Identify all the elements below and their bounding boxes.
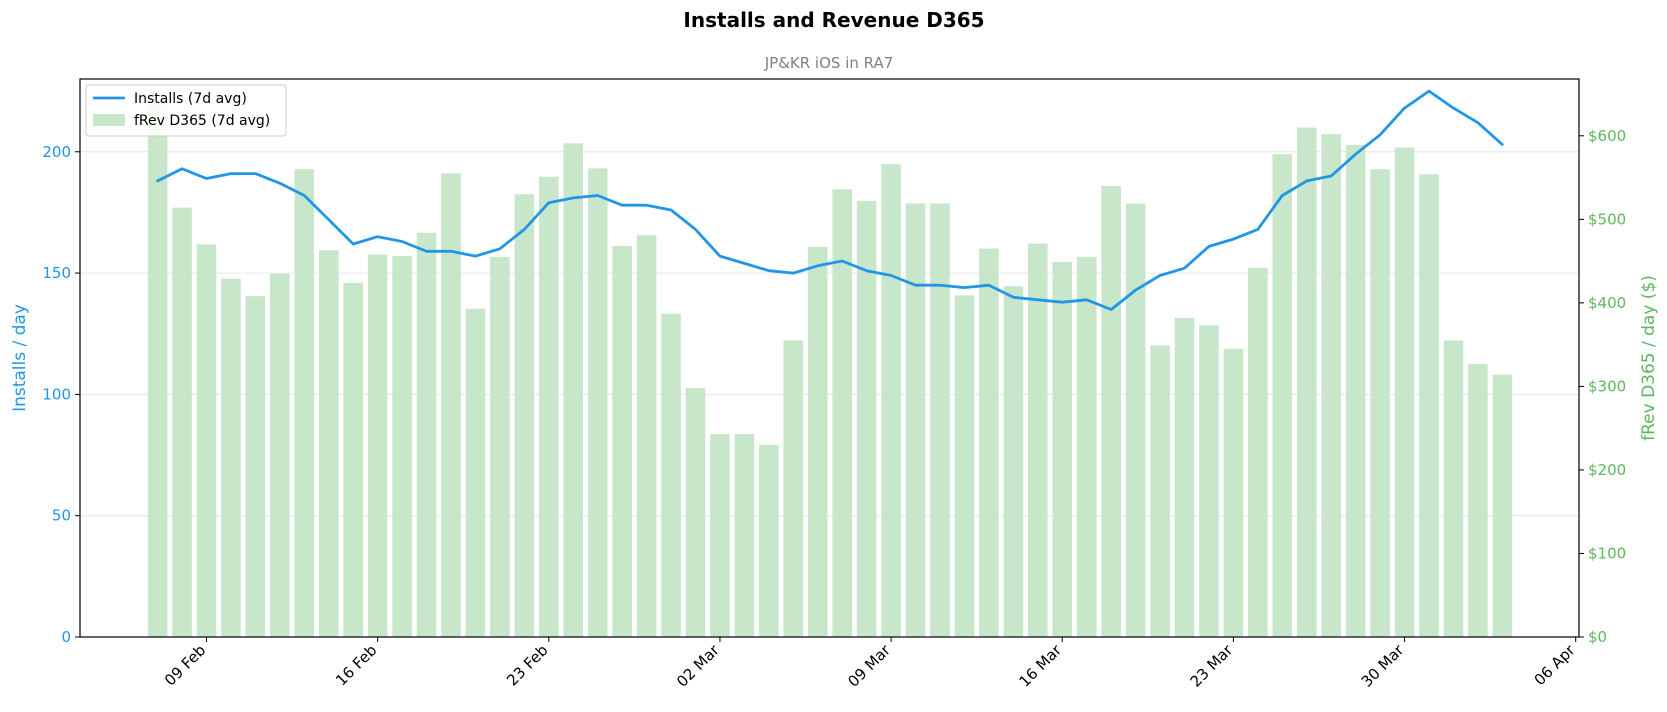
revenue-bar <box>1321 134 1341 638</box>
x-tick-label: 09 Mar <box>844 641 894 691</box>
revenue-bar <box>441 173 461 637</box>
revenue-bar <box>1443 340 1464 637</box>
revenue-bar <box>1468 363 1488 637</box>
x-axis: 09 Feb 16 Feb 23 Feb 02 Mar 09 Mar 16 Mar 23 M… <box>161 637 1579 691</box>
revenue-bar <box>1223 348 1244 637</box>
legend-box <box>85 84 287 137</box>
legend: Installs (7d avg) fRev D365 (7d avg) <box>85 84 287 137</box>
revenue-bar <box>392 256 412 637</box>
x-tick-label: 16 Feb <box>332 641 380 689</box>
revenue-bar <box>294 169 315 637</box>
right-tick-label: $500 <box>1588 210 1626 228</box>
revenue-bar <box>1370 169 1390 637</box>
x-tick-label: 09 Feb <box>161 641 209 689</box>
left-y-axis: 0 50 100 150 200 <box>42 143 80 646</box>
x-tick-label: 06 Apr <box>1531 641 1580 690</box>
x-tick-label: 23 Mar <box>1187 641 1237 691</box>
revenue-bar <box>270 273 290 637</box>
right-axis-label: fRev D365 / day ($) <box>1639 275 1659 441</box>
revenue-bar <box>563 143 584 637</box>
revenue-bar <box>1272 154 1293 638</box>
right-tick-label: $0 <box>1588 628 1607 646</box>
revenue-bar <box>1150 345 1170 637</box>
revenue-bar <box>1052 261 1073 637</box>
left-tick-label: 100 <box>42 385 71 403</box>
revenue-bar <box>539 176 559 638</box>
revenue-bar <box>612 246 632 638</box>
x-tick-label: 16 Mar <box>1015 641 1065 691</box>
installs-line <box>156 89 1504 311</box>
revenue-bar <box>172 207 192 637</box>
x-tick-label: 02 Mar <box>673 641 723 691</box>
revenue-bar <box>147 102 168 637</box>
x-tick-label: 23 Feb <box>503 641 551 689</box>
revenue-bar <box>514 194 535 637</box>
revenue-bar <box>1345 144 1366 637</box>
revenue-bar <box>490 256 510 637</box>
left-tick-label: 0 <box>61 628 71 646</box>
right-tick-label: $100 <box>1588 544 1626 562</box>
revenue-bar <box>416 232 437 637</box>
legend-label-revenue: fRev D365 (7d avg) <box>134 113 270 129</box>
revenue-bar <box>685 388 706 637</box>
right-tick-label: $300 <box>1588 377 1626 395</box>
revenue-bar <box>1125 203 1146 638</box>
right-tick-label: $400 <box>1588 294 1626 312</box>
revenue-bar <box>979 248 999 638</box>
right-tick-label: $200 <box>1588 461 1626 479</box>
revenue-bar <box>465 308 486 637</box>
revenue-bar <box>318 250 339 638</box>
revenue-bar <box>343 282 363 637</box>
revenue-bar <box>1419 174 1439 637</box>
right-y-axis: $0 $100 $200 $300 $400 $500 $600 <box>1579 127 1626 646</box>
revenue-bar <box>783 340 804 637</box>
plot-frame <box>79 78 1580 638</box>
revenue-bar <box>1199 325 1219 637</box>
left-axis-label: Installs / day <box>10 304 30 412</box>
legend-label-installs: Installs (7d avg) <box>134 91 247 107</box>
revenue-bar <box>856 200 877 638</box>
revenue-bar <box>661 313 681 637</box>
installs-line-series <box>156 89 1504 311</box>
revenue-bars <box>147 102 1513 638</box>
revenue-bar <box>1028 243 1048 637</box>
revenue-bar <box>587 168 608 637</box>
revenue-bar <box>930 203 950 638</box>
left-tick-label: 200 <box>42 143 71 161</box>
left-tick-label: 50 <box>52 507 71 525</box>
revenue-bar <box>807 246 828 638</box>
revenue-bar <box>759 444 779 637</box>
chart-title: Installs and Revenue D365 <box>683 8 984 32</box>
revenue-bar <box>636 235 657 637</box>
revenue-bar <box>1394 147 1415 637</box>
revenue-bar <box>881 164 901 637</box>
revenue-bar <box>734 434 755 637</box>
revenue-bar <box>1174 317 1195 637</box>
revenue-bar <box>367 254 388 637</box>
revenue-bar <box>245 296 266 637</box>
right-tick-label: $600 <box>1588 127 1626 145</box>
revenue-bar <box>1003 286 1024 637</box>
revenue-bar <box>832 189 852 637</box>
revenue-bar <box>1296 127 1317 638</box>
revenue-bar <box>1076 256 1097 637</box>
left-tick-label: 150 <box>42 264 71 282</box>
revenue-bar <box>1248 267 1268 637</box>
revenue-bar <box>1492 374 1513 637</box>
revenue-bar <box>710 434 730 637</box>
revenue-bar <box>954 295 975 637</box>
revenue-bar <box>1101 185 1121 637</box>
x-tick-label: 30 Mar <box>1358 641 1408 691</box>
legend-bar-swatch <box>93 114 125 126</box>
revenue-bar <box>221 278 241 637</box>
chart-subtitle: JP&KR iOS in RA7 <box>764 54 894 72</box>
revenue-bar <box>196 244 217 637</box>
revenue-bar <box>905 203 926 638</box>
